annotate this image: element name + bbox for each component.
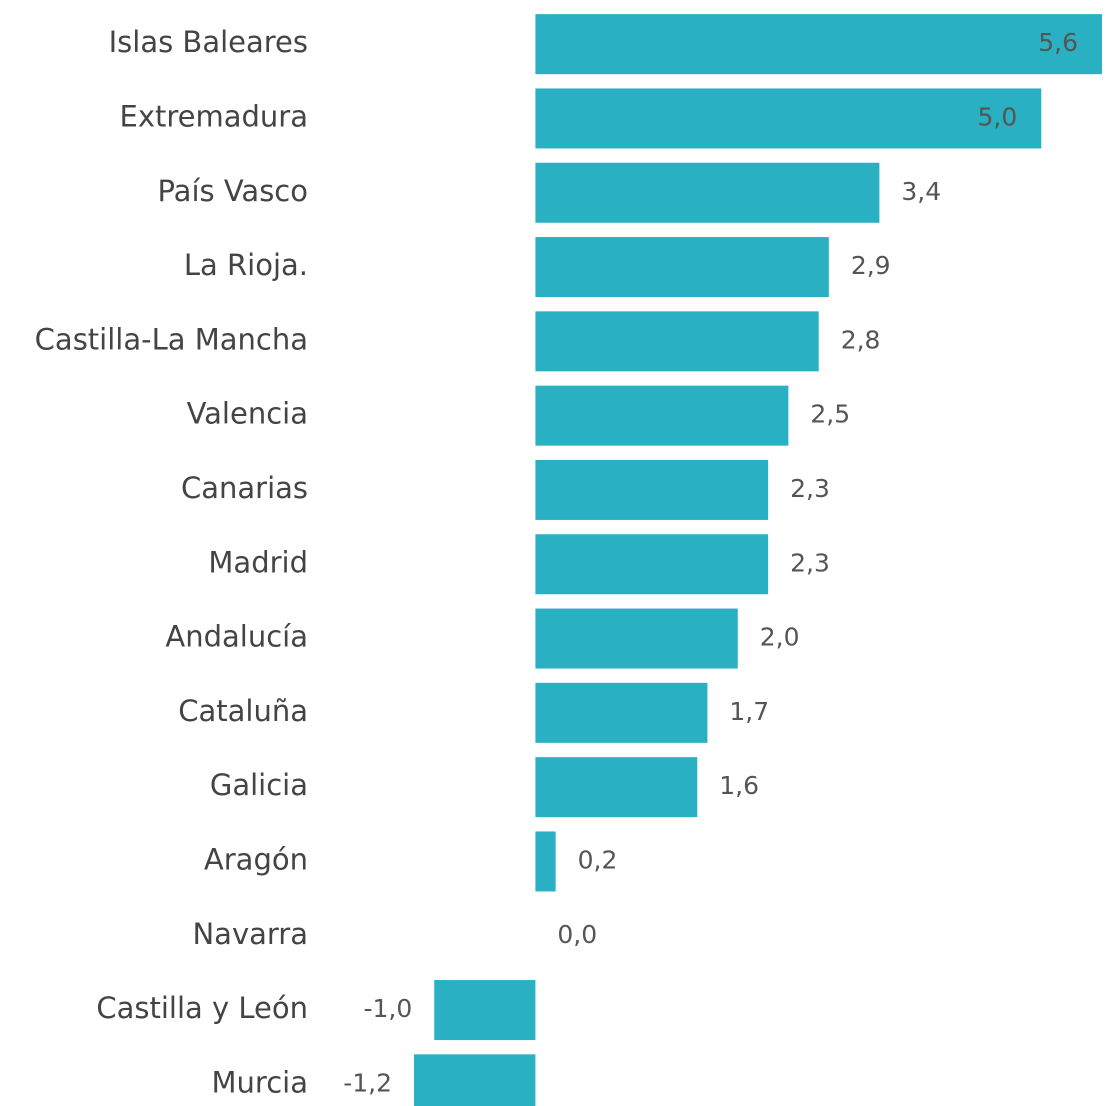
bar — [535, 608, 738, 669]
category-label: Canarias — [181, 471, 308, 505]
bar — [535, 682, 708, 743]
category-label: Valencia — [187, 397, 308, 431]
value-label: 2,3 — [790, 548, 830, 577]
category-label: Murcia — [212, 1065, 308, 1099]
category-label: Castilla-La Mancha — [35, 322, 308, 356]
value-label: 5,6 — [1038, 28, 1078, 57]
value-label: 2,3 — [790, 474, 830, 503]
value-label: 1,7 — [729, 697, 769, 726]
value-label: 2,8 — [841, 325, 881, 354]
category-label: Castilla y León — [96, 991, 308, 1025]
value-label: 1,6 — [719, 771, 759, 800]
value-label: 0,2 — [578, 845, 618, 874]
bar — [535, 831, 556, 892]
bar — [414, 1054, 536, 1106]
category-label: País Vasco — [158, 174, 309, 208]
category-label: Aragón — [204, 842, 308, 876]
value-label: -1,0 — [363, 994, 412, 1023]
bar — [434, 980, 536, 1041]
value-label: 3,4 — [901, 177, 941, 206]
category-label: Madrid — [208, 545, 308, 579]
bar — [535, 757, 698, 818]
category-label: La Rioja. — [184, 248, 308, 282]
bar — [535, 534, 769, 595]
category-label: Cataluña — [178, 694, 308, 728]
bar — [535, 14, 1102, 75]
value-label: 2,9 — [851, 251, 891, 280]
value-label: 2,0 — [760, 623, 800, 652]
bar — [535, 385, 789, 446]
value-label: 5,0 — [978, 102, 1018, 131]
category-label: Navarra — [192, 917, 308, 951]
bar — [535, 162, 880, 223]
bar — [535, 459, 769, 520]
category-label: Galicia — [210, 768, 308, 802]
category-label: Andalucía — [165, 620, 308, 654]
value-label: 0,0 — [557, 920, 597, 949]
value-label: 2,5 — [810, 400, 850, 429]
value-label: -1,2 — [343, 1068, 392, 1097]
bar — [535, 88, 1042, 149]
category-label: Islas Baleares — [109, 25, 308, 59]
bar — [535, 311, 819, 372]
bar — [535, 237, 829, 298]
category-label: Extremadura — [120, 99, 309, 133]
